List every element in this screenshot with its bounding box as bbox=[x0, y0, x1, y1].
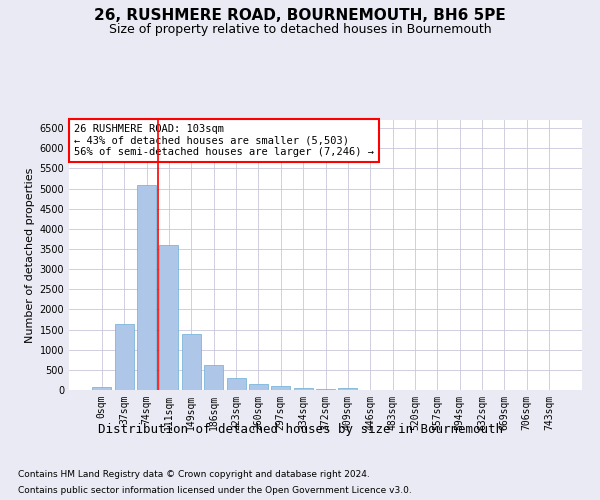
Bar bbox=[160, 246, 178, 390]
Y-axis label: Number of detached properties: Number of detached properties bbox=[25, 168, 35, 342]
Bar bbox=[182, 334, 201, 390]
Bar bbox=[316, 389, 335, 390]
Text: Contains public sector information licensed under the Open Government Licence v3: Contains public sector information licen… bbox=[18, 486, 412, 495]
Bar bbox=[227, 378, 245, 390]
Text: 26, RUSHMERE ROAD, BOURNEMOUTH, BH6 5PE: 26, RUSHMERE ROAD, BOURNEMOUTH, BH6 5PE bbox=[94, 8, 506, 22]
Bar bbox=[204, 365, 223, 390]
Text: Size of property relative to detached houses in Bournemouth: Size of property relative to detached ho… bbox=[109, 24, 491, 36]
Text: 26 RUSHMERE ROAD: 103sqm
← 43% of detached houses are smaller (5,503)
56% of sem: 26 RUSHMERE ROAD: 103sqm ← 43% of detach… bbox=[74, 124, 374, 157]
Bar bbox=[249, 384, 268, 390]
Bar bbox=[137, 186, 156, 390]
Bar bbox=[271, 386, 290, 390]
Bar bbox=[338, 388, 358, 390]
Text: Distribution of detached houses by size in Bournemouth: Distribution of detached houses by size … bbox=[97, 422, 503, 436]
Text: Contains HM Land Registry data © Crown copyright and database right 2024.: Contains HM Land Registry data © Crown c… bbox=[18, 470, 370, 479]
Bar bbox=[115, 324, 134, 390]
Bar bbox=[92, 387, 112, 390]
Bar bbox=[293, 388, 313, 390]
